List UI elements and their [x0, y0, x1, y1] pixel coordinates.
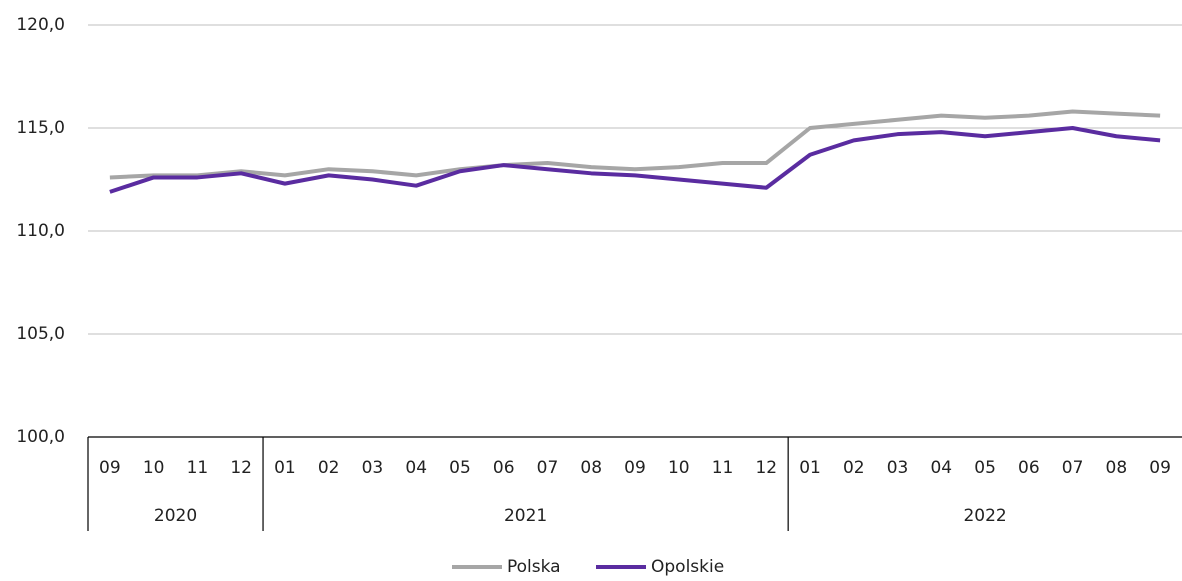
y-tick-label: 100,0	[16, 427, 65, 447]
x-tick-label: 05	[974, 458, 996, 478]
x-tick-label: 08	[580, 458, 602, 478]
x-tick-label: 02	[843, 458, 865, 478]
y-tick-label: 105,0	[16, 324, 65, 344]
x-tick-label: 03	[887, 458, 909, 478]
y-tick-label: 115,0	[16, 118, 65, 138]
x-tick-label: 01	[799, 458, 821, 478]
x-tick-label: 06	[493, 458, 515, 478]
x-group-label: 2020	[154, 506, 197, 526]
x-tick-label: 11	[712, 458, 734, 478]
x-tick-label: 10	[143, 458, 165, 478]
x-tick-label: 09	[624, 458, 646, 478]
x-tick-label: 08	[1106, 458, 1128, 478]
x-tick-label: 05	[449, 458, 471, 478]
x-tick-label: 04	[930, 458, 952, 478]
series-line	[109, 126, 1161, 194]
x-tick-label: 07	[537, 458, 559, 478]
x-tick-label: 06	[1018, 458, 1040, 478]
x-tick-label: 01	[274, 458, 296, 478]
series-line	[109, 109, 1161, 180]
x-group-label: 2021	[504, 506, 547, 526]
x-tick-label: 12	[230, 458, 252, 478]
legend-label: Polska	[507, 557, 561, 577]
legend-label: Opolskie	[651, 557, 724, 577]
x-tick-label: 09	[1149, 458, 1171, 478]
x-group-label: 2022	[963, 506, 1006, 526]
x-tick-label: 09	[99, 458, 121, 478]
y-tick-label: 110,0	[16, 221, 65, 241]
x-tick-label: 12	[755, 458, 777, 478]
y-tick-label: 120,0	[16, 15, 65, 35]
x-tick-label: 04	[405, 458, 427, 478]
x-tick-label: 11	[187, 458, 209, 478]
x-tick-label: 07	[1062, 458, 1084, 478]
x-tick-label: 02	[318, 458, 340, 478]
x-tick-label: 10	[668, 458, 690, 478]
x-tick-label: 03	[362, 458, 384, 478]
